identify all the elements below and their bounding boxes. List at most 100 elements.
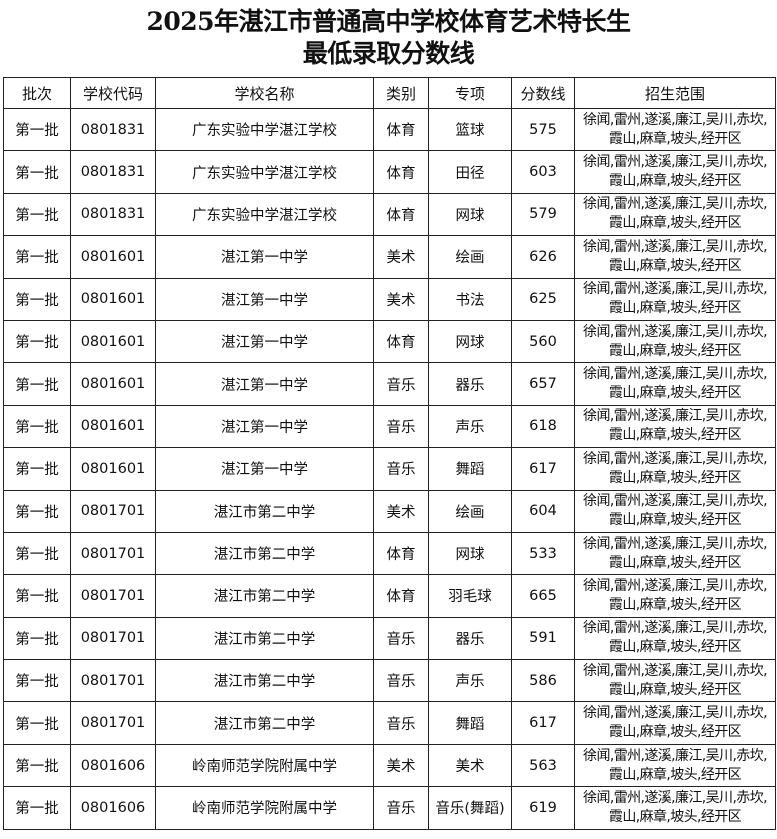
cell-batch: 第一批 bbox=[3, 235, 71, 279]
cell-school-code: 0801701 bbox=[70, 616, 156, 661]
cell-category: 体育 bbox=[373, 192, 429, 237]
cell-category: 音乐 bbox=[373, 447, 429, 491]
header-school-name: 学校名称 bbox=[155, 77, 374, 109]
cell-batch: 第一批 bbox=[3, 107, 71, 152]
cell-specialty: 篮球 bbox=[428, 107, 512, 152]
cell-school-name: 湛江第一中学 bbox=[155, 362, 374, 406]
cell-specialty: 音乐(舞蹈) bbox=[428, 786, 512, 830]
cell-score: 586 bbox=[511, 659, 575, 703]
cell-specialty: 舞蹈 bbox=[428, 447, 512, 491]
cell-category: 体育 bbox=[373, 150, 429, 194]
cell-score: 560 bbox=[511, 319, 575, 364]
cell-enrollment-range: 徐闻,雷州,遂溪,廉江,吴川,赤坎,霞山,麻章,坡头,经开区 bbox=[574, 277, 776, 321]
cell-enrollment-range: 徐闻,雷州,遂溪,廉江,吴川,赤坎,霞山,麻章,坡头,经开区 bbox=[574, 447, 776, 491]
cell-enrollment-range: 徐闻,雷州,遂溪,廉江,吴川,赤坎,霞山,麻章,坡头,经开区 bbox=[574, 107, 776, 152]
cell-category: 音乐 bbox=[373, 362, 429, 406]
cell-enrollment-range: 徐闻,雷州,遂溪,廉江,吴川,赤坎,霞山,麻章,坡头,经开区 bbox=[574, 743, 776, 788]
cell-school-name: 湛江市第二中学 bbox=[155, 616, 374, 661]
cell-enrollment-range: 徐闻,雷州,遂溪,廉江,吴川,赤坎,霞山,麻章,坡头,经开区 bbox=[574, 150, 776, 194]
cell-school-name: 岭南师范学院附属中学 bbox=[155, 743, 374, 788]
table-row: 第一批 0801701 湛江市第二中学 体育 网球 533 徐闻,雷州,遂溪,廉江,吴川,赤… bbox=[3, 531, 776, 576]
cell-enrollment-range: 徐闻,雷州,遂溪,廉江,吴川,赤坎,霞山,麻章,坡头,经开区 bbox=[574, 701, 776, 745]
table-row: 第一批 0801701 湛江市第二中学 音乐 舞蹈 617 徐闻,雷州,遂溪,廉江,吴川,赤… bbox=[3, 701, 776, 745]
cell-score: 665 bbox=[511, 574, 575, 618]
cell-school-name: 湛江第一中学 bbox=[155, 319, 374, 364]
header-category: 类别 bbox=[373, 77, 429, 109]
cell-school-name: 湛江第一中学 bbox=[155, 235, 374, 279]
cell-specialty: 网球 bbox=[428, 319, 512, 364]
cell-specialty: 舞蹈 bbox=[428, 701, 512, 745]
header-enrollment-range: 招生范围 bbox=[574, 77, 776, 109]
cell-batch: 第一批 bbox=[3, 743, 71, 788]
cell-school-code: 0801601 bbox=[70, 277, 156, 321]
header-specialty: 专项 bbox=[428, 77, 512, 109]
cell-batch: 第一批 bbox=[3, 404, 71, 449]
table-row: 第一批 0801601 湛江第一中学 音乐 舞蹈 617 徐闻,雷州,遂溪,廉江,吴川,赤坎… bbox=[3, 447, 776, 491]
cell-batch: 第一批 bbox=[3, 531, 71, 576]
document-subtitle: 最低录取分数线 bbox=[302, 39, 475, 68]
cell-specialty: 网球 bbox=[428, 531, 512, 576]
cell-batch: 第一批 bbox=[3, 574, 71, 618]
cell-school-code: 0801601 bbox=[70, 235, 156, 279]
cell-score: 617 bbox=[511, 447, 575, 491]
cell-specialty: 绘画 bbox=[428, 235, 512, 279]
header-batch: 批次 bbox=[3, 77, 71, 109]
table-row: 第一批 0801701 湛江市第二中学 美术 绘画 604 徐闻,雷州,遂溪,廉江,吴川,赤… bbox=[3, 489, 776, 533]
cell-school-code: 0801601 bbox=[70, 404, 156, 449]
cell-school-code: 0801601 bbox=[70, 319, 156, 364]
cell-school-code: 0801701 bbox=[70, 659, 156, 703]
cell-score: 604 bbox=[511, 489, 575, 533]
cell-school-code: 0801606 bbox=[70, 786, 156, 830]
cell-specialty: 网球 bbox=[428, 192, 512, 237]
table-row: 第一批 0801701 湛江市第二中学 体育 羽毛球 665 徐闻,雷州,遂溪,廉江,吴川,… bbox=[3, 574, 776, 618]
cell-category: 体育 bbox=[373, 574, 429, 618]
cell-specialty: 书法 bbox=[428, 277, 512, 321]
cell-batch: 第一批 bbox=[3, 362, 71, 406]
document-title: 2025年湛江市普通高中学校体育艺术特长生 bbox=[146, 7, 631, 36]
cell-enrollment-range: 徐闻,雷州,遂溪,廉江,吴川,赤坎,霞山,麻章,坡头,经开区 bbox=[574, 574, 776, 618]
cell-specialty: 绘画 bbox=[428, 489, 512, 533]
cell-school-name: 湛江市第二中学 bbox=[155, 489, 374, 533]
cell-specialty: 羽毛球 bbox=[428, 574, 512, 618]
cell-score: 657 bbox=[511, 362, 575, 406]
cell-school-code: 0801831 bbox=[70, 150, 156, 194]
cell-school-code: 0801701 bbox=[70, 574, 156, 618]
cell-school-code: 0801701 bbox=[70, 701, 156, 745]
cell-score: 579 bbox=[511, 192, 575, 237]
cell-batch: 第一批 bbox=[3, 659, 71, 703]
cell-score: 575 bbox=[511, 107, 575, 152]
table-row: 第一批 0801606 岭南师范学院附属中学 音乐 音乐(舞蹈) 619 徐闻,雷州,遂溪,… bbox=[3, 786, 776, 830]
table-row: 第一批 0801701 湛江市第二中学 音乐 器乐 591 徐闻,雷州,遂溪,廉江,吴川,赤… bbox=[3, 616, 776, 661]
cell-category: 美术 bbox=[373, 235, 429, 279]
cell-category: 体育 bbox=[373, 319, 429, 364]
cell-specialty: 器乐 bbox=[428, 362, 512, 406]
table-row: 第一批 0801601 湛江第一中学 美术 绘画 626 徐闻,雷州,遂溪,廉江,吴川,赤坎… bbox=[3, 235, 776, 279]
cell-school-code: 0801701 bbox=[70, 531, 156, 576]
cell-batch: 第一批 bbox=[3, 786, 71, 830]
cell-specialty: 器乐 bbox=[428, 616, 512, 661]
cell-enrollment-range: 徐闻,雷州,遂溪,廉江,吴川,赤坎,霞山,麻章,坡头,经开区 bbox=[574, 362, 776, 406]
cell-school-code: 0801601 bbox=[70, 362, 156, 406]
cell-category: 体育 bbox=[373, 107, 429, 152]
cell-school-code: 0801831 bbox=[70, 192, 156, 237]
cell-school-name: 湛江第一中学 bbox=[155, 447, 374, 491]
cell-category: 音乐 bbox=[373, 786, 429, 830]
cell-score: 618 bbox=[511, 404, 575, 449]
cell-category: 音乐 bbox=[373, 659, 429, 703]
cell-score: 563 bbox=[511, 743, 575, 788]
cell-school-name: 湛江第一中学 bbox=[155, 277, 374, 321]
cell-score: 619 bbox=[511, 786, 575, 830]
table-row: 第一批 0801831 广东实验中学湛江学校 体育 网球 579 徐闻,雷州,遂溪,廉江,吴… bbox=[3, 192, 776, 237]
cell-specialty: 美术 bbox=[428, 743, 512, 788]
cell-specialty: 声乐 bbox=[428, 404, 512, 449]
cell-category: 音乐 bbox=[373, 616, 429, 661]
cell-batch: 第一批 bbox=[3, 616, 71, 661]
cell-category: 音乐 bbox=[373, 404, 429, 449]
cell-enrollment-range: 徐闻,雷州,遂溪,廉江,吴川,赤坎,霞山,麻章,坡头,经开区 bbox=[574, 235, 776, 279]
table-row: 第一批 0801831 广东实验中学湛江学校 体育 田径 603 徐闻,雷州,遂溪,廉江,吴… bbox=[3, 150, 776, 194]
cell-school-name: 广东实验中学湛江学校 bbox=[155, 107, 374, 152]
cell-enrollment-range: 徐闻,雷州,遂溪,廉江,吴川,赤坎,霞山,麻章,坡头,经开区 bbox=[574, 659, 776, 703]
cell-enrollment-range: 徐闻,雷州,遂溪,廉江,吴川,赤坎,霞山,麻章,坡头,经开区 bbox=[574, 319, 776, 364]
cell-enrollment-range: 徐闻,雷州,遂溪,廉江,吴川,赤坎,霞山,麻章,坡头,经开区 bbox=[574, 531, 776, 576]
cell-school-name: 湛江市第二中学 bbox=[155, 531, 374, 576]
